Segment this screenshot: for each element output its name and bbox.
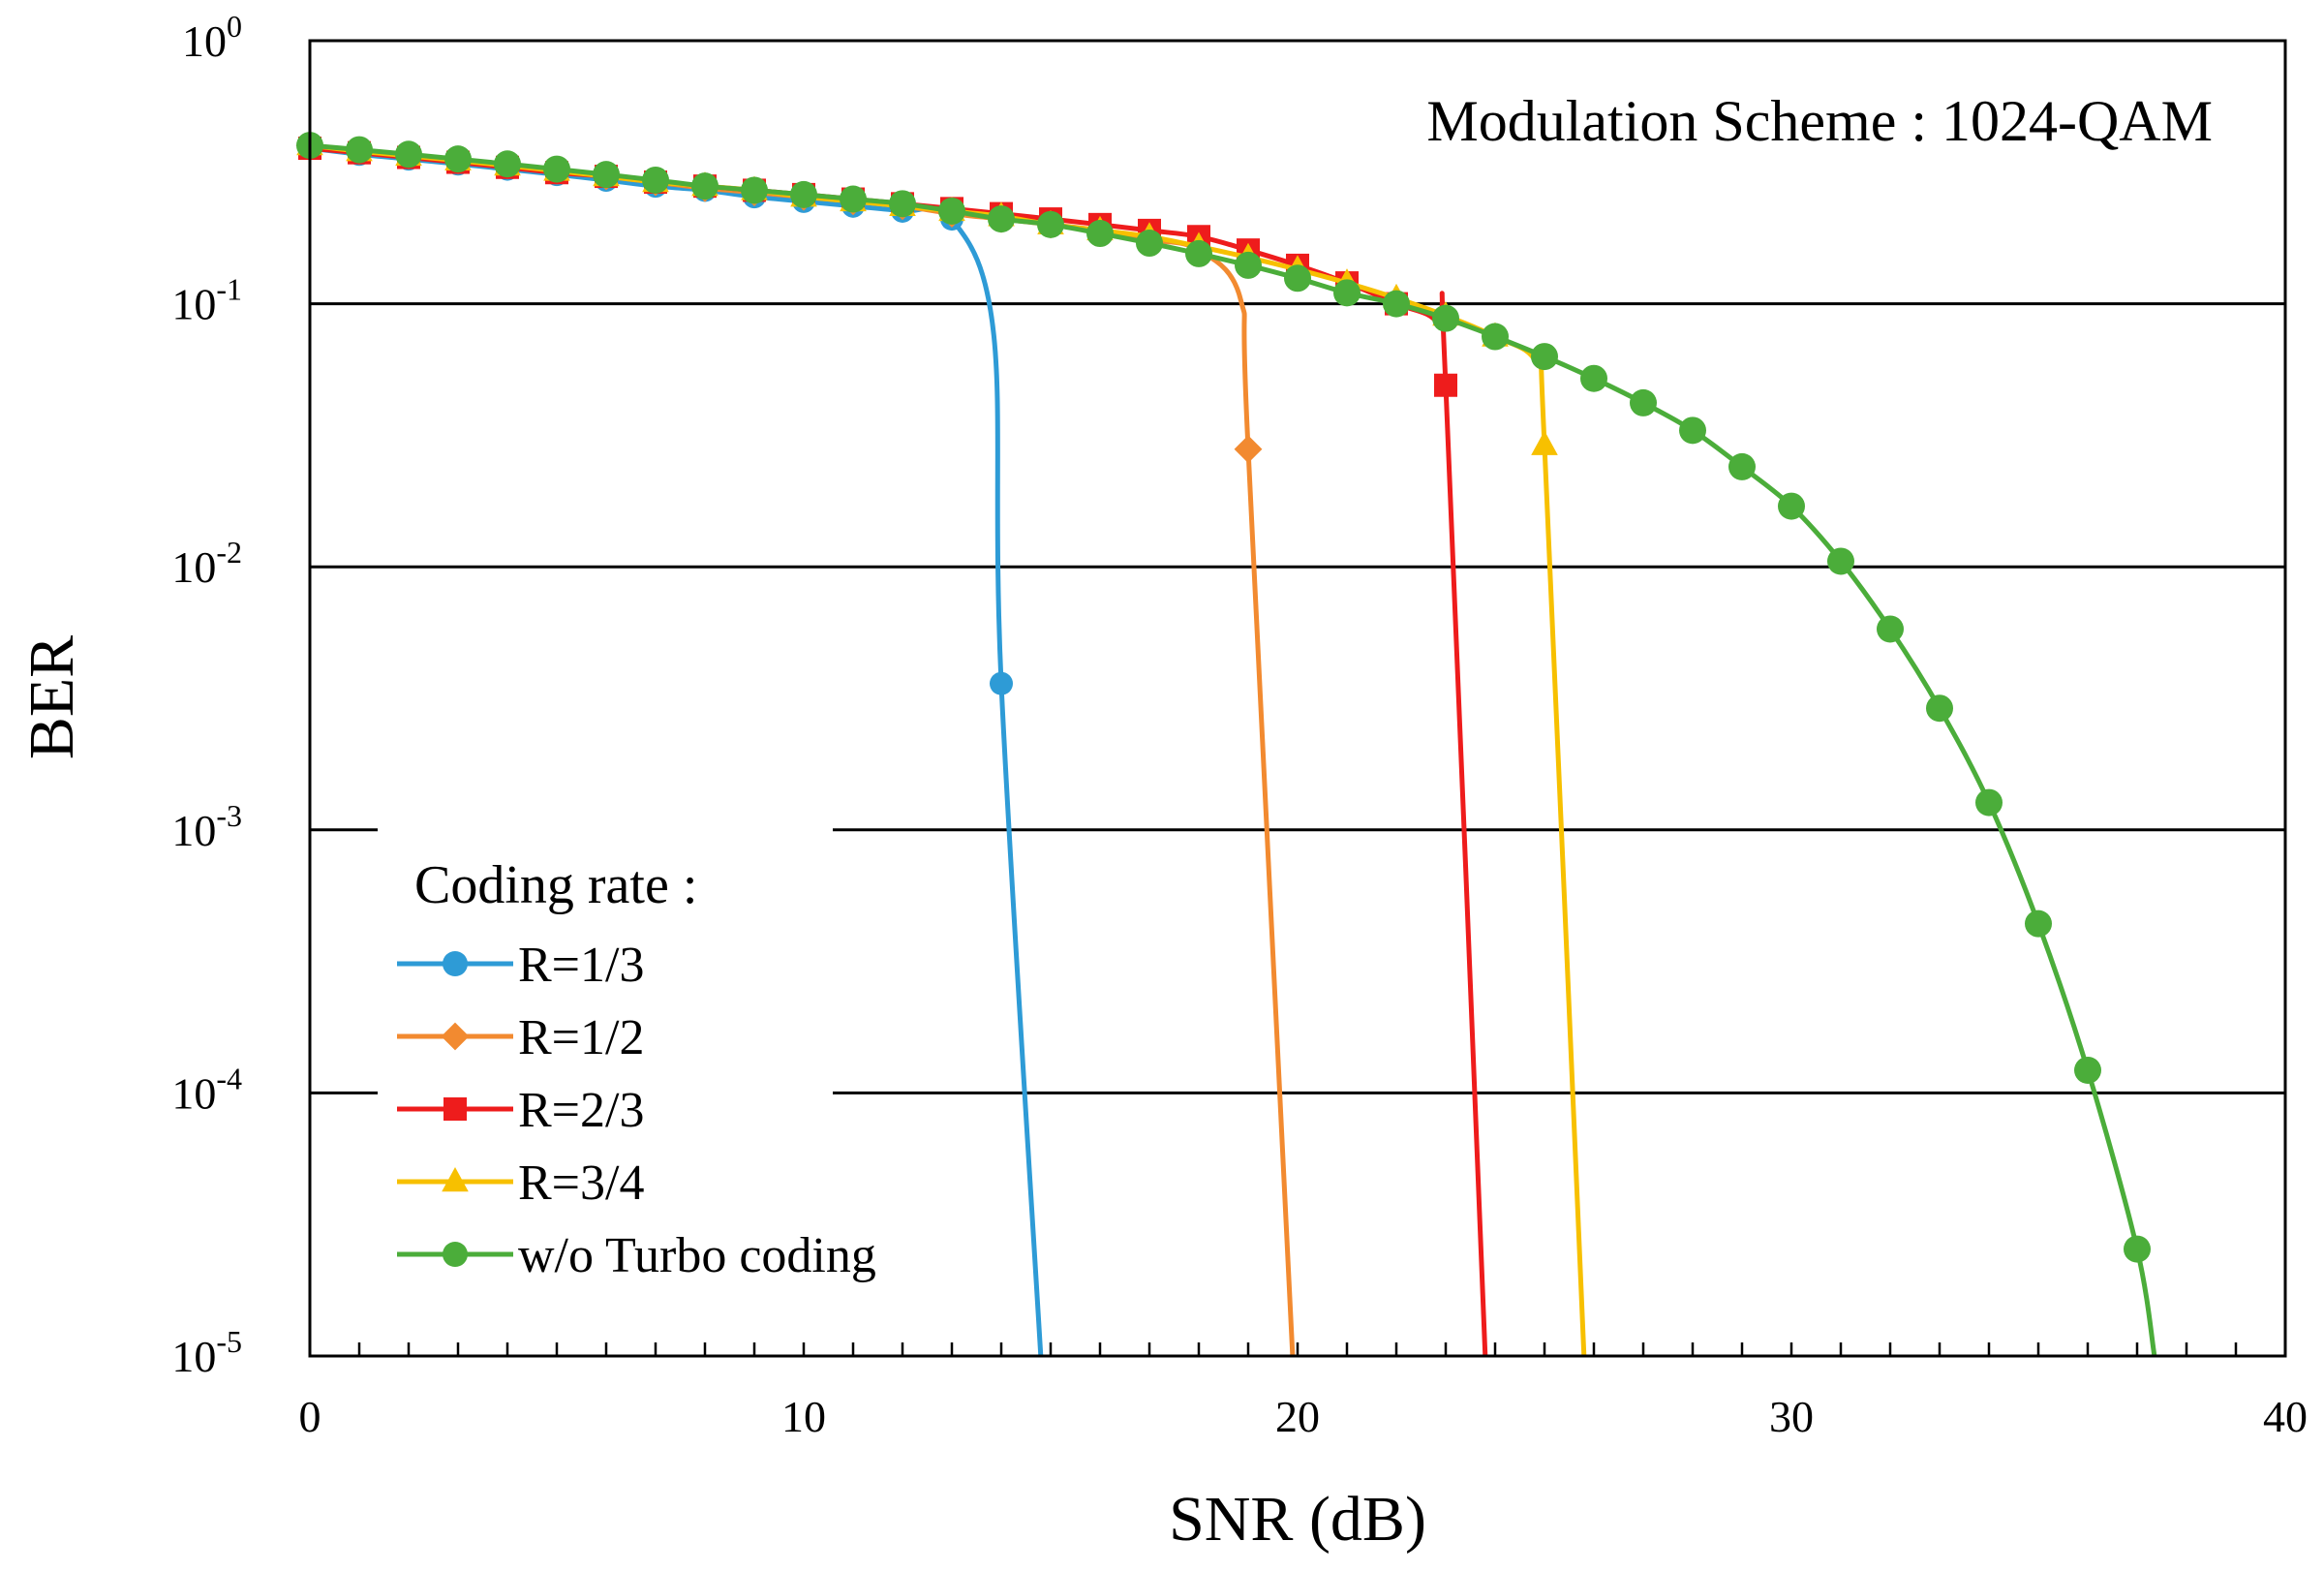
data-point xyxy=(1383,290,1410,318)
data-point xyxy=(444,145,472,173)
legend-item: R=3/4 xyxy=(397,1156,644,1211)
data-point xyxy=(1679,416,1706,445)
legend-label: w/o Turbo coding xyxy=(518,1228,876,1283)
data-point xyxy=(1877,615,1904,643)
legend-swatch-marker xyxy=(443,951,468,976)
legend-label: R=1/3 xyxy=(518,938,644,993)
x-tick-label: 20 xyxy=(1275,1392,1320,1441)
legend: Coding rate : R=1/3 R=1/2 R=2/3 R=3/4 w/o Tu… xyxy=(378,823,876,1288)
data-point xyxy=(1333,279,1361,307)
data-point xyxy=(2124,1235,2151,1263)
legend-item: w/o Turbo coding xyxy=(397,1228,876,1283)
data-point xyxy=(990,671,1013,695)
data-point xyxy=(1185,239,1212,267)
y-tick-label: 100 xyxy=(182,9,242,66)
data-point xyxy=(1432,304,1459,332)
data-point xyxy=(1926,694,1953,723)
legend-swatch-marker xyxy=(443,1097,467,1121)
data-point xyxy=(1235,251,1262,279)
x-axis-title: SNR (dB) xyxy=(1169,1484,1426,1555)
legend-item: R=1/2 xyxy=(397,1010,644,1065)
data-point xyxy=(741,176,768,204)
data-point xyxy=(840,185,867,213)
data-point xyxy=(1630,388,1657,416)
data-point xyxy=(1975,788,2003,817)
legend-item: R=1/3 xyxy=(397,938,644,993)
data-point xyxy=(691,172,719,200)
data-point xyxy=(1580,364,1607,392)
data-point xyxy=(1434,373,1457,397)
data-point xyxy=(1531,430,1558,455)
y-tick-label: 10-3 xyxy=(171,798,242,855)
legend-swatch-marker xyxy=(443,1242,468,1267)
y-tick-label: 10-5 xyxy=(171,1324,242,1381)
data-point xyxy=(988,205,1015,233)
x-tick-label: 30 xyxy=(1769,1392,1814,1441)
x-ticks xyxy=(357,1342,2238,1356)
data-point xyxy=(938,197,965,225)
data-point xyxy=(494,150,521,178)
y-tick-label: 10-2 xyxy=(171,535,242,592)
data-point xyxy=(889,190,916,218)
legend-swatch-marker xyxy=(442,1167,469,1192)
data-point xyxy=(1728,452,1756,480)
data-point xyxy=(1531,343,1558,371)
data-point xyxy=(1778,492,1805,520)
data-point xyxy=(543,155,570,183)
x-tick-label: 10 xyxy=(781,1392,826,1441)
legend-title: Coding rate : xyxy=(414,855,697,915)
y-tick-labels: 100 10-1 10-2 10-3 10-4 10-5 xyxy=(171,9,242,1381)
data-point xyxy=(1086,220,1114,248)
series-4 xyxy=(296,132,2157,1357)
legend-swatch-marker xyxy=(441,1022,470,1051)
x-tick-labels: 0 10 20 30 40 xyxy=(299,1392,2309,1441)
data-point xyxy=(1234,435,1263,464)
data-point xyxy=(2074,1056,2101,1084)
y-axis-title: BER xyxy=(16,635,87,759)
x-tick-label: 40 xyxy=(2263,1392,2308,1441)
legend-label: R=3/4 xyxy=(518,1156,644,1211)
data-point xyxy=(1827,547,1854,575)
data-point xyxy=(1284,264,1311,293)
legend-label: R=1/2 xyxy=(518,1010,644,1065)
data-point xyxy=(2025,909,2052,938)
legend-background xyxy=(378,823,833,1288)
y-tick-label: 10-4 xyxy=(171,1061,242,1118)
data-point xyxy=(790,180,817,208)
modulation-annotation: Modulation Scheme : 1024-QAM xyxy=(1426,89,2213,153)
legend-items: R=1/3 R=1/2 R=2/3 R=3/4 w/o Turbo coding xyxy=(397,938,876,1283)
legend-label: R=2/3 xyxy=(518,1083,644,1138)
legend-item: R=2/3 xyxy=(397,1083,644,1138)
series xyxy=(295,131,2157,1357)
data-point xyxy=(593,161,620,189)
x-tick-label: 0 xyxy=(299,1392,321,1441)
y-tick-label: 10-1 xyxy=(171,272,242,329)
data-point xyxy=(1037,210,1064,238)
data-point xyxy=(346,136,373,164)
data-point xyxy=(642,166,669,194)
data-point xyxy=(395,140,422,169)
data-point xyxy=(1136,230,1163,258)
data-point xyxy=(1482,323,1509,351)
plot-area-frame xyxy=(308,39,2287,1358)
